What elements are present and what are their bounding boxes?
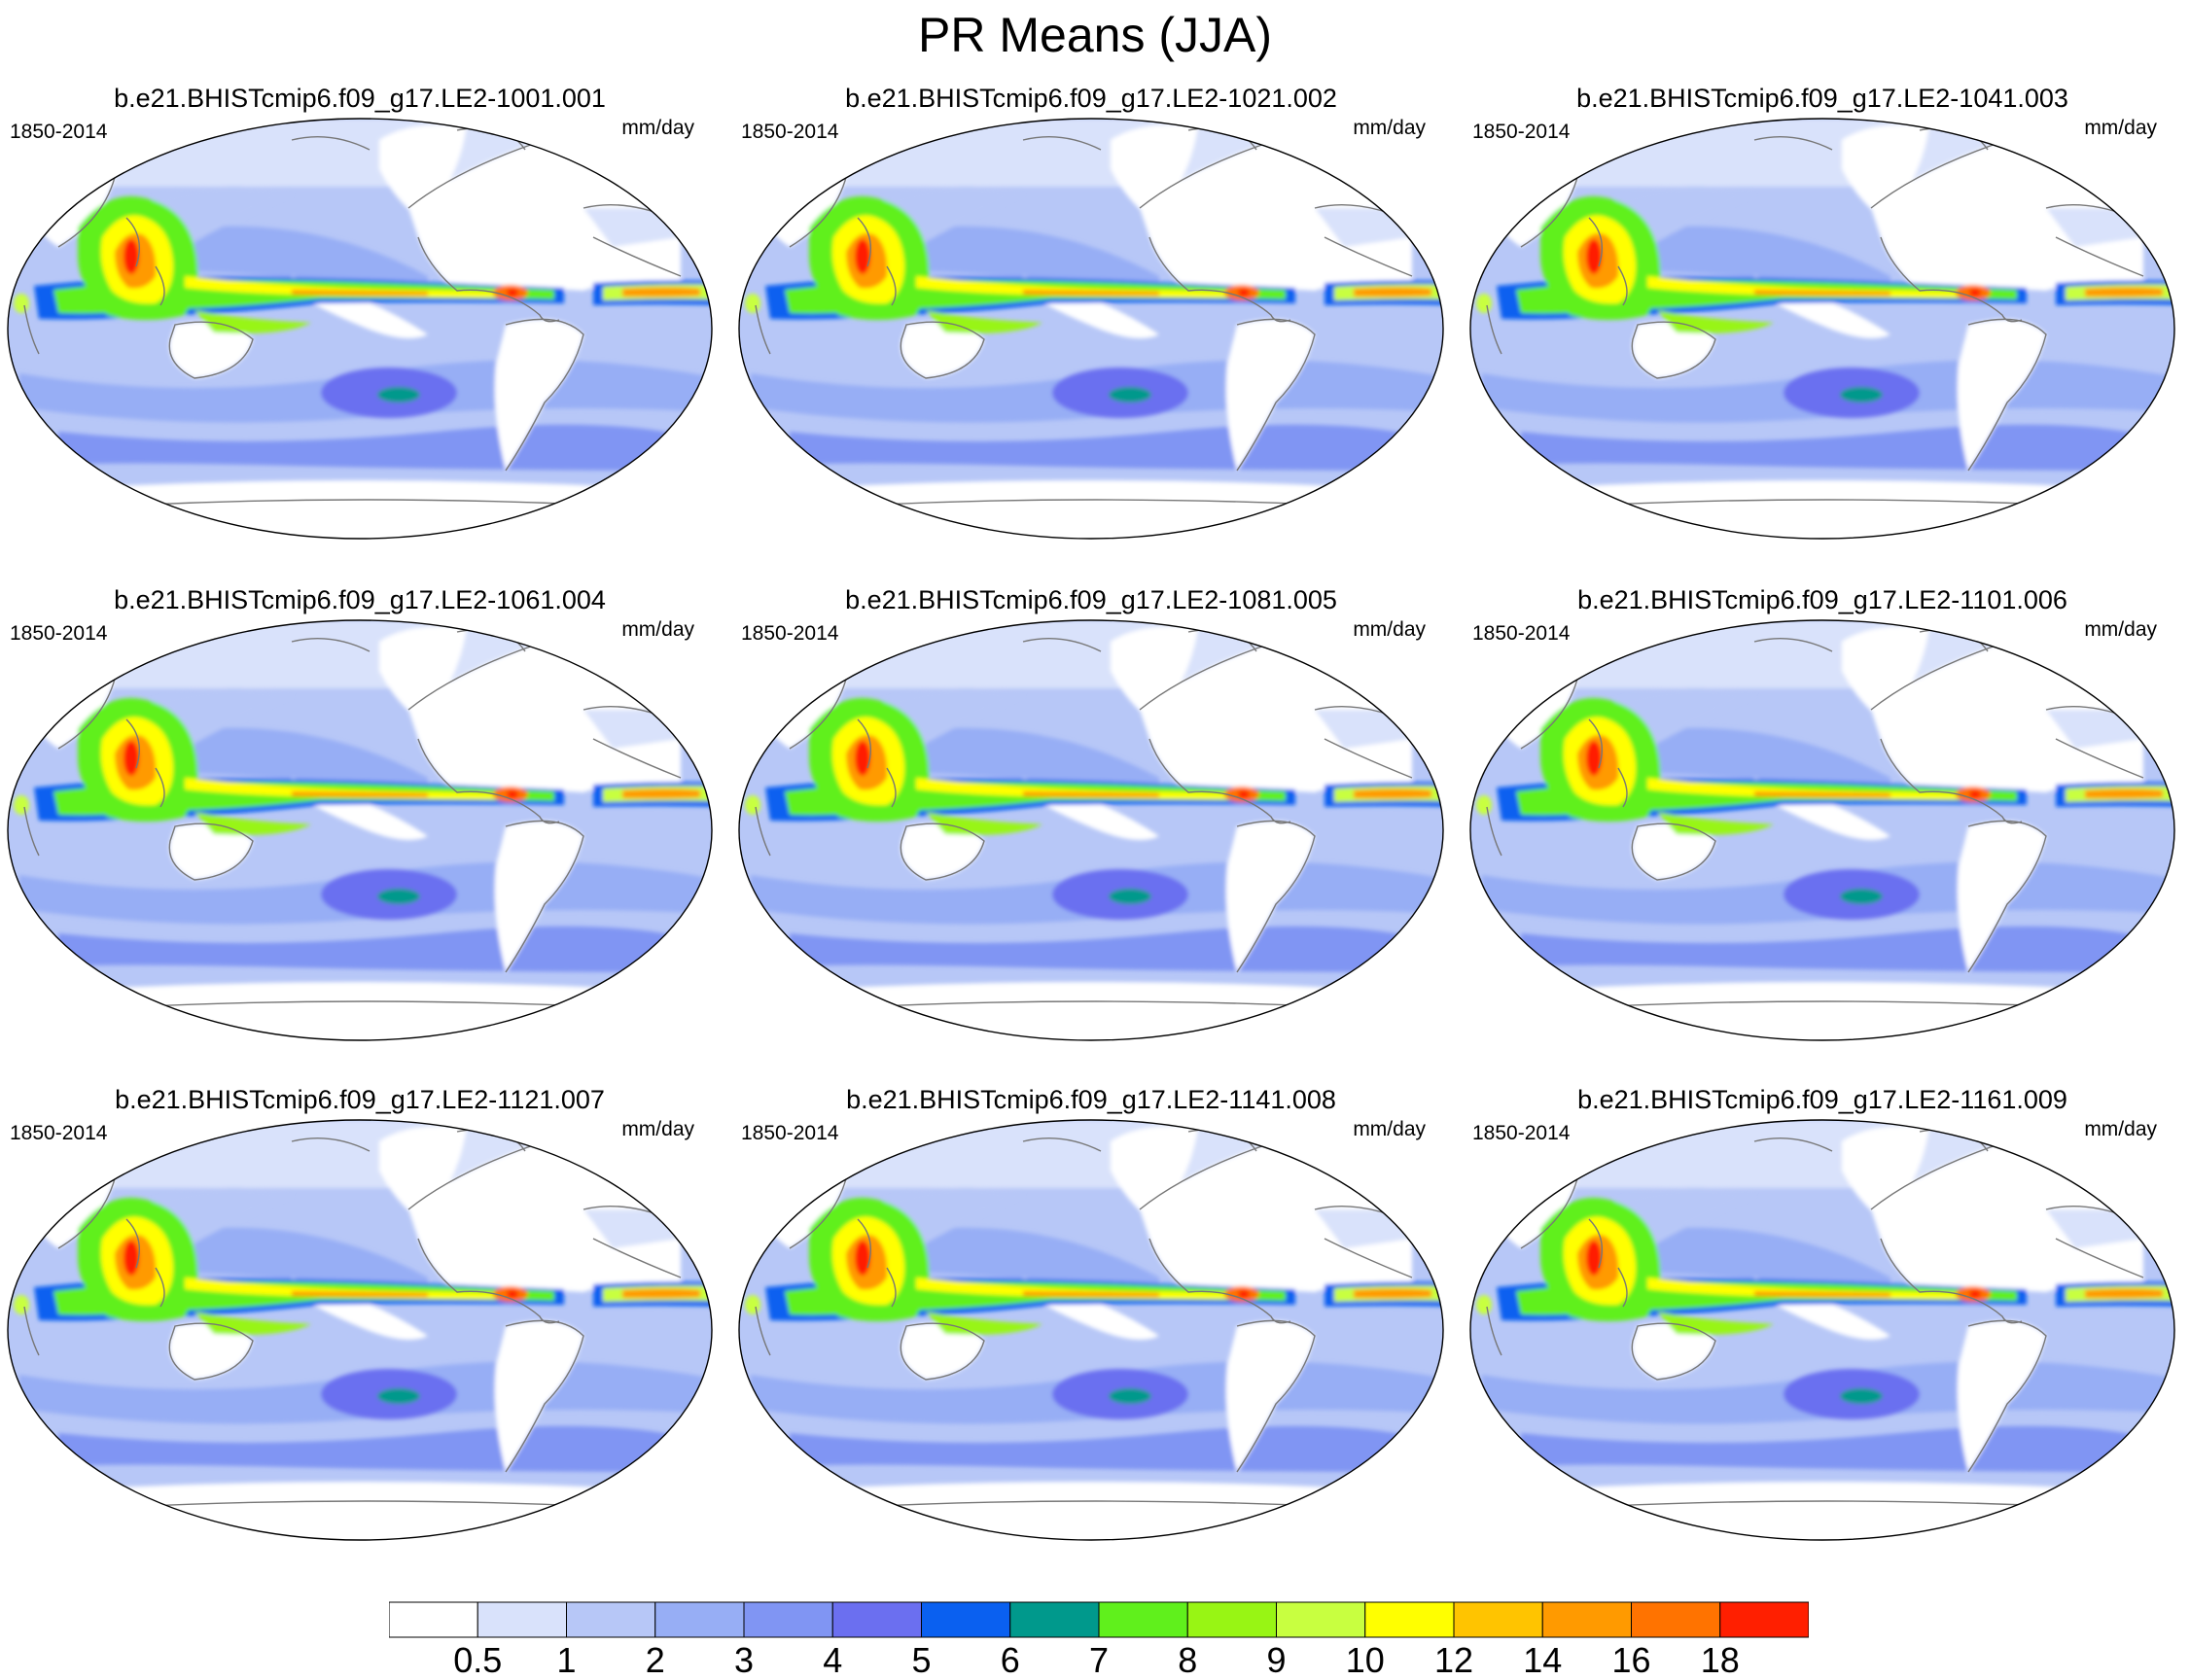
panel-title: b.e21.BHISTcmip6.f09_g17.LE2-1101.006 [1577,585,2067,614]
colorbar-box [1453,1601,1543,1638]
colorbar-box [566,1601,656,1638]
panel-units: mm/day [1353,117,1426,139]
colorbar-box [1186,1601,1277,1638]
map-outline [738,619,1444,1041]
panel-title: b.e21.BHISTcmip6.f09_g17.LE2-1061.004 [114,585,606,614]
colorbar-label: 16 [1611,1640,1651,1680]
colorbar-label: 2 [645,1640,665,1680]
panel-title: b.e21.BHISTcmip6.f09_g17.LE2-1041.003 [1576,84,2068,113]
map-panel: b.e21.BHISTcmip6.f09_g17.LE2-1081.005 185… [731,583,1451,1069]
colorbar-label: 5 [911,1640,932,1680]
map-outline [1469,118,2175,540]
colorbar-label: 0.5 [453,1640,503,1680]
colorbar [389,1601,1809,1638]
precipitation-map [1469,619,2175,1041]
colorbar-box [477,1601,567,1638]
map-outline [738,1119,1444,1541]
panel-title: b.e21.BHISTcmip6.f09_g17.LE2-1001.001 [114,84,606,113]
panel-units: mm/day [621,618,694,641]
map-panel: b.e21.BHISTcmip6.f09_g17.LE2-1001.001 185… [0,82,720,568]
colorbar-label: 3 [733,1640,755,1680]
colorbar-box [743,1601,833,1638]
colorbar-label: 1 [556,1640,577,1680]
precipitation-map [7,1119,713,1541]
colorbar-box [1098,1601,1188,1638]
precipitation-map [7,118,713,540]
map-panel: b.e21.BHISTcmip6.f09_g17.LE2-1161.009 185… [1463,1083,2182,1569]
colorbar-label: 6 [1000,1640,1020,1680]
panel-title: b.e21.BHISTcmip6.f09_g17.LE2-1141.008 [846,1085,1336,1114]
map-outline [738,118,1444,540]
map-outline [7,619,713,1041]
panel-units: mm/day [2084,117,2157,139]
map-outline [1469,1119,2175,1541]
precipitation-map [738,1119,1444,1541]
panel-units: mm/day [1353,1118,1426,1140]
panel-units: mm/day [1353,618,1426,641]
map-panel: b.e21.BHISTcmip6.f09_g17.LE2-1141.008 185… [731,1083,1451,1569]
panel-units: mm/day [2084,618,2157,641]
panel-years: 1850-2014 [10,622,108,645]
map-outline [7,1119,713,1541]
map-panel: b.e21.BHISTcmip6.f09_g17.LE2-1101.006 185… [1463,583,2182,1069]
colorbar-label: 9 [1266,1640,1287,1680]
colorbar-box [1541,1601,1632,1638]
colorbar-box [1631,1601,1721,1638]
panel-years: 1850-2014 [10,121,108,143]
map-panel: b.e21.BHISTcmip6.f09_g17.LE2-1121.007 185… [0,1083,720,1569]
map-panel: b.e21.BHISTcmip6.f09_g17.LE2-1021.002 185… [731,82,1451,568]
panel-units: mm/day [2084,1118,2157,1140]
colorbar-box [389,1601,478,1638]
colorbar-label: 18 [1700,1640,1740,1680]
panel-years: 1850-2014 [741,622,839,645]
panel-title: b.e21.BHISTcmip6.f09_g17.LE2-1021.002 [845,84,1337,113]
colorbar-label: 12 [1433,1640,1474,1680]
colorbar-label: 10 [1345,1640,1385,1680]
panel-units: mm/day [621,117,694,139]
precipitation-map [738,118,1444,540]
map-panel: b.e21.BHISTcmip6.f09_g17.LE2-1041.003 185… [1463,82,2182,568]
panel-years: 1850-2014 [1472,622,1571,645]
precipitation-map [1469,118,2175,540]
colorbar-label: 7 [1088,1640,1110,1680]
colorbar-box [1364,1601,1455,1638]
panel-years: 1850-2014 [10,1122,108,1144]
panel-title: b.e21.BHISTcmip6.f09_g17.LE2-1081.005 [845,585,1337,614]
colorbar-box [1719,1601,1809,1638]
colorbar-label: 8 [1178,1640,1198,1680]
colorbar-box [831,1601,922,1638]
precipitation-map [738,619,1444,1041]
colorbar-box [654,1601,745,1638]
map-outline [1469,619,2175,1041]
panel-years: 1850-2014 [741,121,839,143]
panel-years: 1850-2014 [1472,121,1571,143]
colorbar-box [921,1601,1011,1638]
panel-years: 1850-2014 [741,1122,839,1144]
map-outline [7,118,713,540]
map-panel: b.e21.BHISTcmip6.f09_g17.LE2-1061.004 185… [0,583,720,1069]
panel-title: b.e21.BHISTcmip6.f09_g17.LE2-1161.009 [1577,1085,2067,1114]
panel-units: mm/day [621,1118,694,1140]
panel-years: 1850-2014 [1472,1122,1571,1144]
precipitation-map [1469,1119,2175,1541]
colorbar-box [1009,1601,1100,1638]
colorbar-box [1276,1601,1366,1638]
panel-title: b.e21.BHISTcmip6.f09_g17.LE2-1121.007 [115,1085,605,1114]
precipitation-map [7,619,713,1041]
figure-title: PR Means (JJA) [918,8,1272,62]
colorbar-label: 14 [1523,1640,1563,1680]
colorbar-label: 4 [823,1640,843,1680]
